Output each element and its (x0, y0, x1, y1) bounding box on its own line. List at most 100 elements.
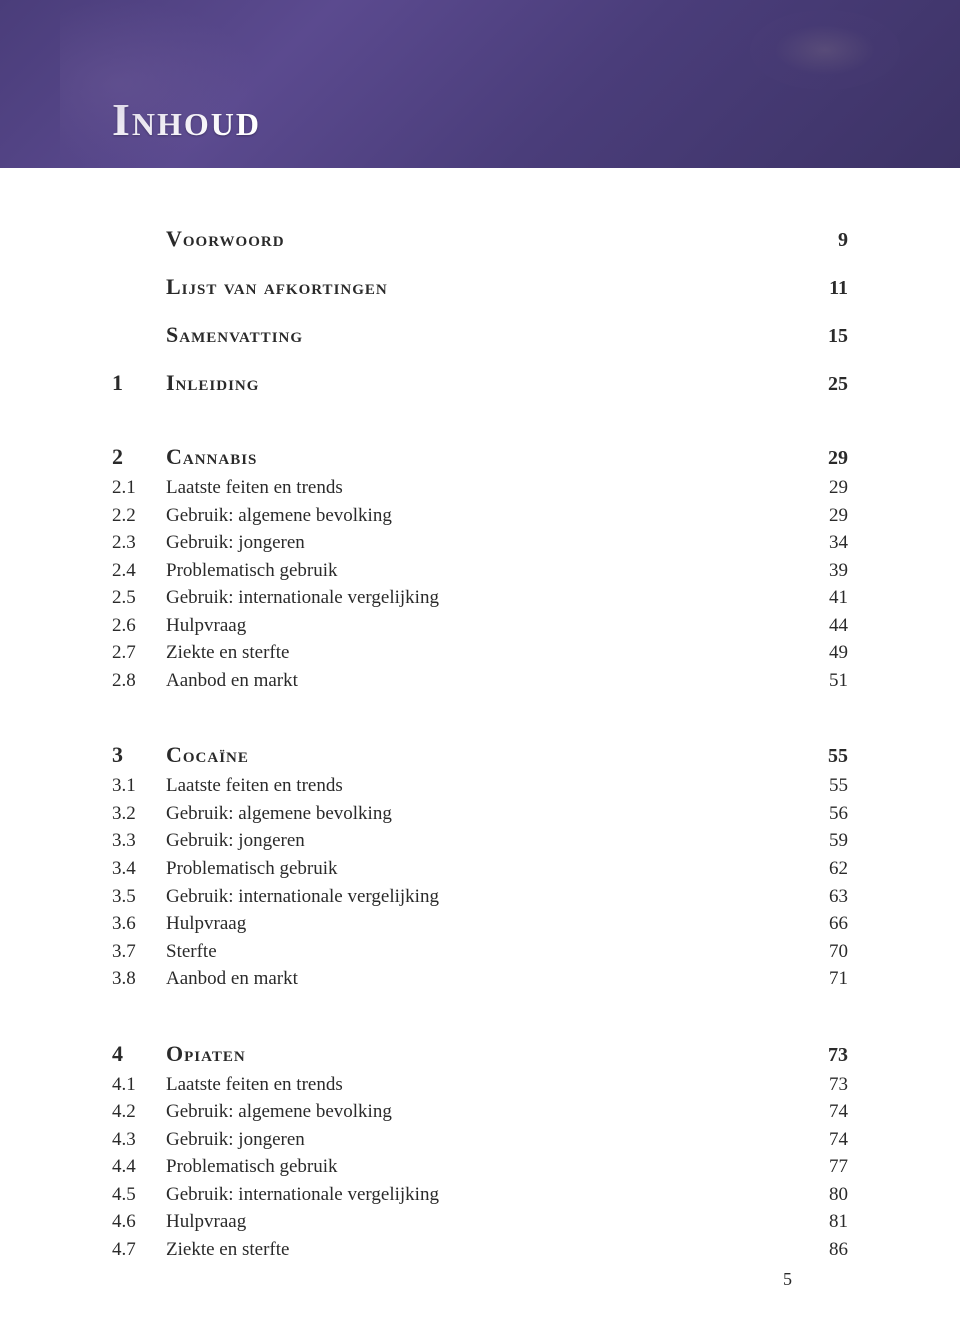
toc-section-title: Gebruik: jongeren (166, 827, 788, 855)
toc-chapter-title: Inleiding (166, 370, 788, 396)
toc-page-ref: 11 (788, 277, 848, 300)
toc-section-num: 2.8 (112, 667, 166, 695)
toc-chapter-page: 55 (788, 745, 848, 768)
toc-page-ref: 15 (788, 325, 848, 348)
toc-section-row: 2.3Gebruik: jongeren34 (112, 529, 848, 557)
toc-section-row: 3.3Gebruik: jongeren59 (112, 827, 848, 855)
toc-chapter-num: 3 (112, 742, 166, 768)
toc-section-row: 2.5Gebruik: internationale vergelijking4… (112, 584, 848, 612)
toc-section-title: Sterfte (166, 938, 788, 966)
toc-section-title: Gebruik: internationale vergelijking (166, 1181, 788, 1209)
toc-chapter-block: 1Inleiding25 (112, 370, 848, 396)
toc-title: Samenvatting (166, 322, 788, 348)
toc-section-num: 4.1 (112, 1071, 166, 1099)
toc-section-row: 2.7Ziekte en sterfte49 (112, 639, 848, 667)
toc-chapter-title: Cannabis (166, 444, 788, 470)
toc-chapter-title: Opiaten (166, 1041, 788, 1067)
toc-front-row: Voorwoord9 (112, 226, 848, 252)
toc-section-num: 2.1 (112, 474, 166, 502)
toc-section-title: Gebruik: jongeren (166, 1126, 788, 1154)
toc-section-page: 44 (788, 612, 848, 640)
toc-section-page: 63 (788, 883, 848, 911)
toc-section-num: 3.3 (112, 827, 166, 855)
toc-section-num: 3.4 (112, 855, 166, 883)
toc-section-row: 4.7Ziekte en sterfte86 (112, 1236, 848, 1264)
toc-section-page: 29 (788, 502, 848, 530)
toc-section-page: 81 (788, 1208, 848, 1236)
toc-section-title: Laatste feiten en trends (166, 1071, 788, 1099)
toc-content: Voorwoord9 Lijst van afkortingen11 Samenva… (0, 168, 960, 1324)
toc-section-page: 70 (788, 938, 848, 966)
toc-chapter-page: 29 (788, 447, 848, 470)
toc-page: Inhoud Voorwoord9Lijst van afkortingen11… (0, 0, 960, 1324)
toc-section-page: 41 (788, 584, 848, 612)
toc-section-row: 2.8Aanbod en markt51 (112, 667, 848, 695)
toc-section-row: 3.8Aanbod en markt71 (112, 965, 848, 993)
toc-section-row: 4.4Problematisch gebruik77 (112, 1153, 848, 1181)
toc-section-num: 3.1 (112, 772, 166, 800)
toc-chapter-row: 4Opiaten73 (112, 1041, 848, 1067)
toc-section-title: Gebruik: internationale vergelijking (166, 584, 788, 612)
toc-section-page: 29 (788, 474, 848, 502)
toc-section-page: 74 (788, 1098, 848, 1126)
toc-section-num: 3.2 (112, 800, 166, 828)
toc-section-row: 2.2Gebruik: algemene bevolking29 (112, 502, 848, 530)
toc-section-row: 3.7Sterfte70 (112, 938, 848, 966)
toc-chapter-num: 2 (112, 444, 166, 470)
toc-chapter-row: 3Cocaïne55 (112, 742, 848, 768)
toc-section-page: 73 (788, 1071, 848, 1099)
toc-section-title: Ziekte en sterfte (166, 639, 788, 667)
toc-section-num: 4.6 (112, 1208, 166, 1236)
toc-chapter-block: 2Cannabis292.1Laatste feiten en trends29… (112, 444, 848, 694)
toc-chapter-block: 4Opiaten734.1Laatste feiten en trends734… (112, 1041, 848, 1264)
toc-section-page: 71 (788, 965, 848, 993)
toc-section-row: 2.1Laatste feiten en trends29 (112, 474, 848, 502)
toc-section-num: 3.8 (112, 965, 166, 993)
toc-section-num: 2.7 (112, 639, 166, 667)
toc-section-row: 3.4Problematisch gebruik62 (112, 855, 848, 883)
page-number: 5 (783, 1269, 792, 1290)
toc-section-page: 51 (788, 667, 848, 695)
toc-section-page: 55 (788, 772, 848, 800)
toc-section-row: 4.3Gebruik: jongeren74 (112, 1126, 848, 1154)
toc-section-num: 2.6 (112, 612, 166, 640)
toc-section-page: 34 (788, 529, 848, 557)
toc-chapter-num: 4 (112, 1041, 166, 1067)
toc-section-title: Problematisch gebruik (166, 557, 788, 585)
toc-chapter-title: Cocaïne (166, 742, 788, 768)
toc-section-page: 59 (788, 827, 848, 855)
toc-section-row: 4.1Laatste feiten en trends73 (112, 1071, 848, 1099)
toc-section-num: 2.3 (112, 529, 166, 557)
toc-section-row: 3.5Gebruik: internationale vergelijking6… (112, 883, 848, 911)
toc-section-row: 4.2Gebruik: algemene bevolking74 (112, 1098, 848, 1126)
toc-section-num: 4.3 (112, 1126, 166, 1154)
toc-section-page: 39 (788, 557, 848, 585)
toc-section-title: Aanbod en markt (166, 667, 788, 695)
toc-section-row: 3.2Gebruik: algemene bevolking56 (112, 800, 848, 828)
toc-section-title: Gebruik: internationale vergelijking (166, 883, 788, 911)
toc-section-title: Aanbod en markt (166, 965, 788, 993)
toc-section-num: 4.5 (112, 1181, 166, 1209)
toc-section-num: 4.2 (112, 1098, 166, 1126)
toc-section-page: 80 (788, 1181, 848, 1209)
toc-section-page: 49 (788, 639, 848, 667)
toc-chapter-page: 73 (788, 1044, 848, 1067)
toc-chapter-num: 1 (112, 370, 166, 396)
toc-section-title: Gebruik: algemene bevolking (166, 800, 788, 828)
toc-section-page: 86 (788, 1236, 848, 1264)
toc-chapter-page: 25 (788, 373, 848, 396)
toc-section-title: Gebruik: jongeren (166, 529, 788, 557)
toc-section-title: Ziekte en sterfte (166, 1236, 788, 1264)
toc-section-num: 4.4 (112, 1153, 166, 1181)
toc-section-title: Problematisch gebruik (166, 855, 788, 883)
toc-section-title: Hulpvraag (166, 1208, 788, 1236)
toc-section-page: 56 (788, 800, 848, 828)
toc-section-page: 66 (788, 910, 848, 938)
toc-front-row: Lijst van afkortingen11 (112, 274, 848, 300)
toc-section-row: 3.1Laatste feiten en trends55 (112, 772, 848, 800)
toc-section-title: Problematisch gebruik (166, 1153, 788, 1181)
toc-section-page: 77 (788, 1153, 848, 1181)
toc-section-num: 2.4 (112, 557, 166, 585)
toc-front-row: Samenvatting15 (112, 322, 848, 348)
toc-section-num: 2.2 (112, 502, 166, 530)
